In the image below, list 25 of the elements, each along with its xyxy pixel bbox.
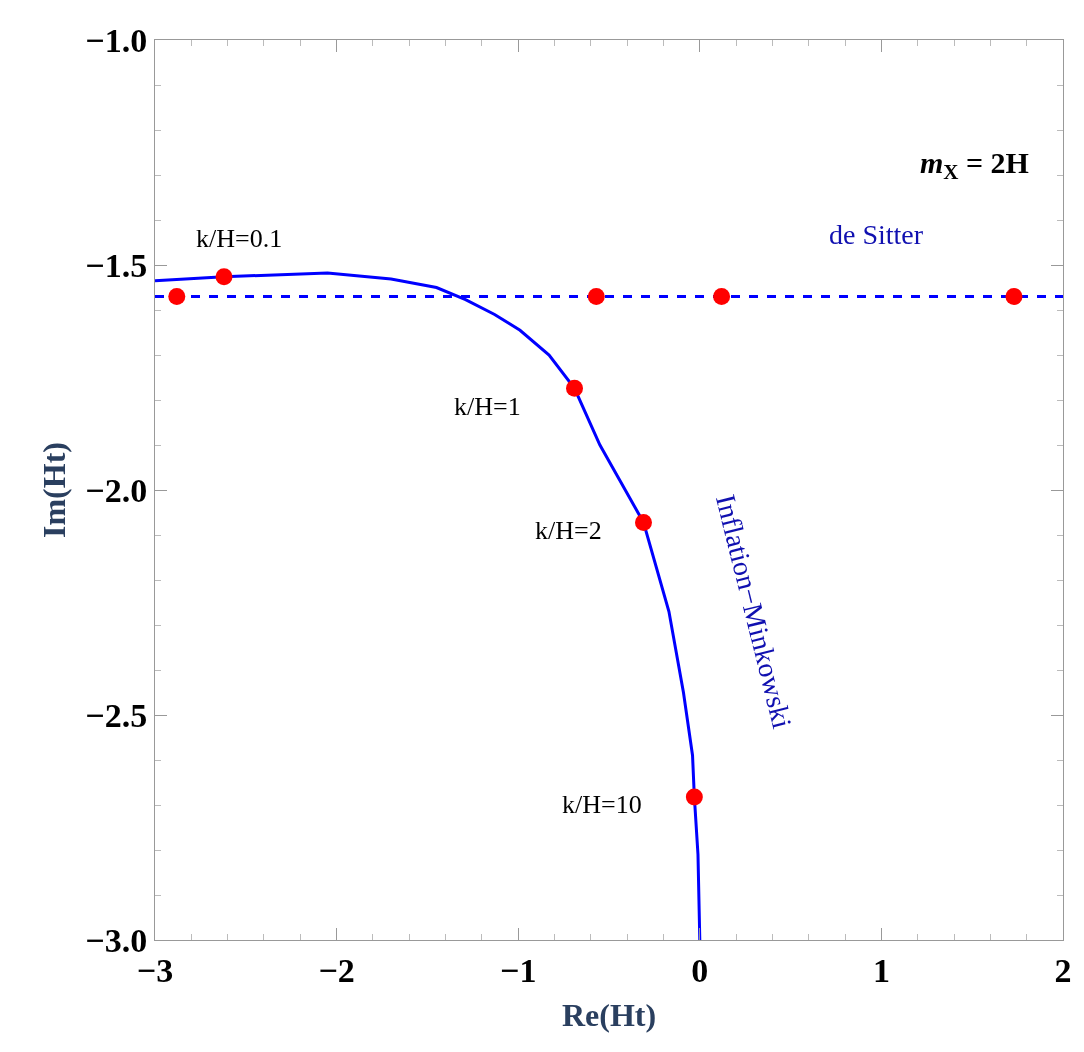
point: [168, 288, 186, 305]
annotation: k/H=1: [454, 392, 521, 421]
annotation: k/H=0.1: [196, 224, 283, 253]
x-tick-label: 0: [691, 951, 709, 989]
y-tick-label: −2.0: [85, 471, 148, 509]
point: [587, 288, 605, 305]
x-tick-label: −1: [500, 951, 537, 989]
annotation: k/H=2: [535, 516, 602, 545]
point: [713, 288, 731, 305]
point: [1005, 288, 1023, 305]
y-tick-label: −1.5: [85, 246, 148, 284]
y-tick-label: −2.5: [85, 696, 148, 734]
y-axis-title: Im(Ht): [35, 442, 72, 538]
point: [685, 788, 703, 806]
x-tick-label: 1: [872, 951, 890, 989]
point: [566, 379, 583, 397]
annotation: m$_{X}$ = 2H: [920, 146, 1029, 185]
x-tick-label: 2: [1054, 951, 1072, 989]
annotation: k/H=10: [562, 790, 642, 819]
series-label: de Sitter: [829, 219, 924, 250]
point: [635, 513, 652, 531]
x-tick-label: −2: [318, 951, 355, 989]
point: [215, 268, 233, 286]
y-tick-label: −1.0: [85, 21, 148, 59]
x-axis-title: Re(Ht): [561, 996, 657, 1033]
